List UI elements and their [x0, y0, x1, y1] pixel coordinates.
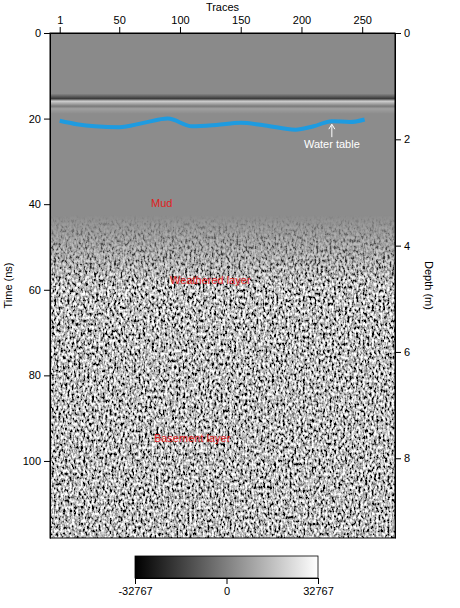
tick: 200	[293, 14, 311, 33]
arrow	[331, 125, 332, 137]
water-table-line	[60, 119, 365, 130]
tick-mark	[395, 139, 401, 140]
y2-axis: 0 2 4 6 8	[395, 27, 410, 538]
x-axis-title: Traces	[206, 1, 240, 13]
chart: Water table Mud Weathered layer Basement la…	[0, 0, 460, 608]
tick-mark	[44, 33, 50, 34]
tick: 50	[114, 14, 126, 33]
plot: Water table Mud Weathered layer Basement la…	[23, 14, 410, 539]
axis-line	[395, 34, 396, 539]
tick-mark	[395, 458, 401, 459]
tick: 100	[171, 14, 189, 33]
y-axis: 0 20 40 60 80 100	[23, 27, 51, 538]
axis-line	[51, 33, 396, 34]
tick: 4	[395, 240, 410, 252]
y2-axis-title: Depth (m)	[423, 261, 435, 310]
tick-label: 0	[224, 585, 230, 597]
tick: 20	[29, 113, 50, 125]
marks	[60, 119, 365, 130]
tick-label: 100	[23, 455, 41, 467]
tick: 60	[29, 284, 50, 296]
series-label: Water table	[304, 138, 360, 150]
tick: 0	[35, 27, 50, 39]
tick: 1	[57, 14, 63, 33]
tick: 0	[224, 578, 230, 597]
radargram-texture	[50, 33, 395, 538]
tick: 250	[354, 14, 372, 33]
tick: 6	[395, 346, 410, 358]
colorbar-axis: -32767 0 32767	[118, 578, 333, 597]
annotation: Basement layer	[154, 432, 231, 444]
x-axis: 150100150200250	[51, 14, 396, 34]
tick-label: 150	[232, 14, 250, 26]
tick-mark	[44, 461, 50, 462]
tick-label: 50	[114, 14, 126, 26]
tick: 0	[395, 27, 410, 39]
y-axis-title: Time (ns)	[2, 262, 14, 308]
tick-label: 100	[171, 14, 189, 26]
tick-mark	[44, 375, 50, 376]
colorbar: -32767 0 32767	[118, 556, 333, 597]
tick-label: 1	[57, 14, 63, 26]
tick-mark	[395, 33, 401, 34]
colorbar-ramp	[135, 556, 318, 578]
tick: 2	[395, 133, 410, 145]
tick-label: 80	[29, 369, 41, 381]
tick-label: -32767	[118, 585, 152, 597]
tick-mark	[301, 27, 302, 33]
tick-label: 0	[404, 27, 410, 39]
tick-label: 60	[29, 284, 41, 296]
tick-label: 4	[404, 240, 410, 252]
annotation: Mud	[151, 197, 172, 209]
tick-mark	[44, 290, 50, 291]
axis-line	[50, 34, 51, 539]
tick: 150	[232, 14, 250, 33]
tick-label: 32767	[303, 585, 334, 597]
plot-frame	[50, 33, 395, 538]
arrow-head	[329, 124, 335, 129]
tick-mark	[180, 27, 181, 33]
tick-mark	[227, 578, 228, 584]
tick-mark	[44, 204, 50, 205]
tick-label: 6	[404, 346, 410, 358]
tick-mark	[362, 27, 363, 33]
tick-label: 2	[404, 133, 410, 145]
tick-mark	[135, 578, 136, 584]
tick-label: 250	[354, 14, 372, 26]
tick: 80	[29, 369, 50, 381]
tick-mark	[395, 246, 401, 247]
tick-label: 8	[404, 452, 410, 464]
tick-label: 40	[29, 198, 41, 210]
tick-mark	[241, 27, 242, 33]
tick-label: 200	[293, 14, 311, 26]
tick: 100	[23, 455, 50, 467]
tick-mark	[395, 352, 401, 353]
tick-mark	[44, 119, 50, 120]
radargram-background	[50, 33, 395, 538]
tick-label: 20	[29, 113, 41, 125]
tick: 8	[395, 452, 410, 464]
annotation: Weathered layer	[170, 274, 251, 286]
tick-mark	[119, 27, 120, 33]
tick-label: 0	[35, 27, 41, 39]
tick: 40	[29, 198, 50, 210]
tick-mark	[60, 27, 61, 33]
tick-mark	[318, 578, 319, 584]
tick: -32767	[118, 578, 152, 597]
tick: 32767	[303, 578, 334, 597]
